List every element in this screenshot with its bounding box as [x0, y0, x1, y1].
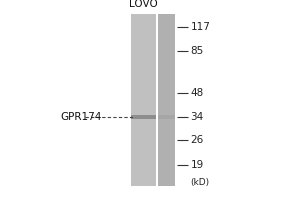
- Bar: [130, 115, 156, 119]
- Text: (kD): (kD): [190, 178, 210, 186]
- Text: 48: 48: [190, 88, 204, 98]
- Bar: [130, 14, 156, 186]
- Text: 117: 117: [190, 22, 210, 32]
- Text: GPR174: GPR174: [60, 112, 101, 122]
- Text: 34: 34: [190, 112, 204, 122]
- Text: 85: 85: [190, 46, 204, 56]
- Text: 19: 19: [190, 160, 204, 170]
- Bar: [158, 115, 175, 119]
- Text: LOVO: LOVO: [129, 0, 158, 9]
- Text: 26: 26: [190, 135, 204, 145]
- Bar: [158, 14, 175, 186]
